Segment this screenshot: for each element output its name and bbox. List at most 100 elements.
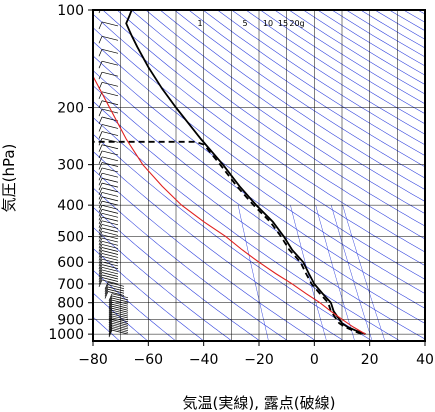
wind-barb	[101, 234, 119, 240]
wind-barb	[101, 35, 119, 41]
wind-barb-flag	[98, 124, 103, 132]
x-axis-ticks: −80 −60 −40 −20 0 20 40	[78, 341, 434, 368]
wind-barb-flag	[98, 144, 103, 152]
dry-adiabat-line	[93, 70, 425, 309]
grid-lines	[93, 10, 425, 341]
wind-barb	[101, 240, 119, 246]
wind-barb-flag	[98, 201, 103, 209]
y-axis-label: 気圧(hPa)	[0, 144, 18, 213]
wind-barb	[101, 200, 119, 206]
wind-barb	[111, 305, 129, 311]
wind-barb-flag	[98, 131, 103, 139]
wind-barb	[111, 311, 129, 317]
mixing-ratio-label: 15	[278, 19, 288, 28]
wind-barb	[101, 279, 119, 285]
wind-barb-flag	[98, 234, 103, 242]
wind-barb-flag	[108, 319, 113, 327]
wind-barb	[107, 284, 125, 290]
wind-barb-flag	[98, 272, 103, 280]
dry-adiabat-line	[131, 10, 425, 214]
dry-adiabat-line	[202, 10, 425, 156]
wind-barb	[101, 124, 119, 129]
wind-barb-flag	[98, 261, 103, 270]
wind-barb	[111, 307, 129, 313]
wind-barb-flag	[98, 253, 103, 261]
wind-barb	[101, 272, 119, 277]
wind-barb-flag	[108, 328, 113, 336]
wind-barb	[101, 182, 119, 188]
wind-barb	[111, 301, 129, 307]
y-tick-label: 900	[57, 312, 84, 328]
wind-barb	[111, 303, 129, 309]
wind-barb-flag	[98, 244, 103, 252]
wind-barb-flag	[108, 306, 113, 314]
mixing-ratio-line	[315, 205, 355, 341]
wind-barb-flag	[104, 289, 109, 297]
wind-barb-flag	[98, 183, 103, 191]
mixing-ratio-line	[342, 205, 386, 341]
wind-barb	[101, 167, 119, 173]
wind-barb-flag	[98, 205, 103, 213]
wind-barb	[101, 261, 119, 267]
wind-barb	[111, 295, 129, 301]
wind-barb-flag	[98, 279, 103, 288]
dry-adiabat-line	[93, 226, 233, 341]
wind-barb	[107, 291, 125, 296]
wind-barb	[101, 116, 119, 122]
wind-barb	[111, 319, 129, 324]
mixing-ratio-line	[330, 205, 373, 341]
wind-barb-flag	[98, 247, 103, 255]
wind-barb-flag	[108, 329, 113, 338]
wind-barb	[107, 281, 125, 287]
wind-barb	[101, 82, 119, 87]
wind-barb-flag	[98, 187, 103, 196]
wind-barb	[101, 264, 119, 269]
y-tick-label: 500	[57, 230, 84, 246]
x-tick-label: −20	[244, 352, 274, 368]
wind-barb-flag	[98, 72, 103, 80]
wind-barb-flag	[98, 269, 103, 278]
wind-barb-flag	[108, 317, 113, 325]
wind-barb-flag	[98, 100, 103, 108]
wind-barb-flag	[98, 156, 103, 164]
dry-adiabat-line	[93, 116, 401, 341]
wind-barb	[101, 227, 119, 233]
wind-barb-flag	[108, 323, 113, 331]
wind-barb	[101, 172, 119, 178]
x-tick-label: 40	[416, 352, 434, 368]
wind-barb	[101, 108, 119, 114]
dry-adiabat-line	[159, 10, 425, 190]
wind-barb	[101, 253, 119, 258]
wind-barb	[101, 216, 119, 222]
mixing-ratio-label: 20g	[289, 19, 304, 28]
wind-barb	[111, 309, 129, 315]
wind-barb	[101, 212, 119, 218]
wind-barb-flag	[98, 116, 103, 125]
wind-barb	[101, 224, 119, 229]
mixing-ratio-line	[237, 205, 269, 341]
dry-adiabat-line	[93, 27, 425, 266]
wind-barb-flag	[98, 178, 103, 186]
mixing-ratio-label: 1	[197, 19, 202, 28]
wind-barb-flag	[98, 274, 103, 283]
wind-barb-flag	[104, 291, 109, 299]
dry-adiabat-line	[217, 10, 425, 146]
wind-barb	[101, 237, 119, 243]
wind-barb	[101, 156, 119, 162]
parcel-path-line	[93, 75, 366, 335]
y-tick-label: 200	[57, 101, 84, 117]
wind-barb-flag	[108, 308, 113, 316]
wind-barb-flag	[98, 167, 103, 176]
wind-barbs	[98, 10, 129, 338]
wind-barb-flag	[108, 295, 113, 304]
y-tick-label: 1000	[48, 327, 84, 343]
dry-adiabat-line	[116, 10, 425, 227]
dry-adiabat-line	[93, 168, 317, 341]
wind-barb	[101, 266, 119, 272]
wind-barb-flag	[98, 250, 103, 258]
wind-barb-flag	[108, 321, 113, 329]
wind-barb	[101, 255, 119, 261]
wind-barb	[111, 321, 129, 326]
wind-barb-flag	[98, 259, 103, 267]
